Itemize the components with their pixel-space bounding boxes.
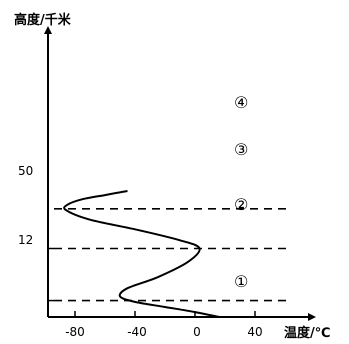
temperature-curve: [63, 190, 220, 318]
layer-boundaries: [54, 207, 288, 302]
layer-label: ①: [234, 272, 248, 291]
y-tick-label: 12: [18, 233, 33, 247]
x-tick-label: 40: [247, 325, 262, 339]
tick-marks: [48, 247, 256, 317]
x-tick-label: -80: [65, 325, 85, 339]
x-axis-label: 温度/℃: [284, 325, 331, 341]
axes: [44, 26, 316, 321]
x-tick-label: -40: [127, 325, 147, 339]
layer-label: ②: [234, 195, 248, 214]
y-axis-label: 高度/千米: [14, 12, 72, 28]
layer-label: ③: [234, 140, 248, 159]
x-tick-label: 0: [193, 325, 201, 339]
layer-label: ④: [234, 93, 248, 112]
y-tick-label: 50: [18, 164, 33, 178]
